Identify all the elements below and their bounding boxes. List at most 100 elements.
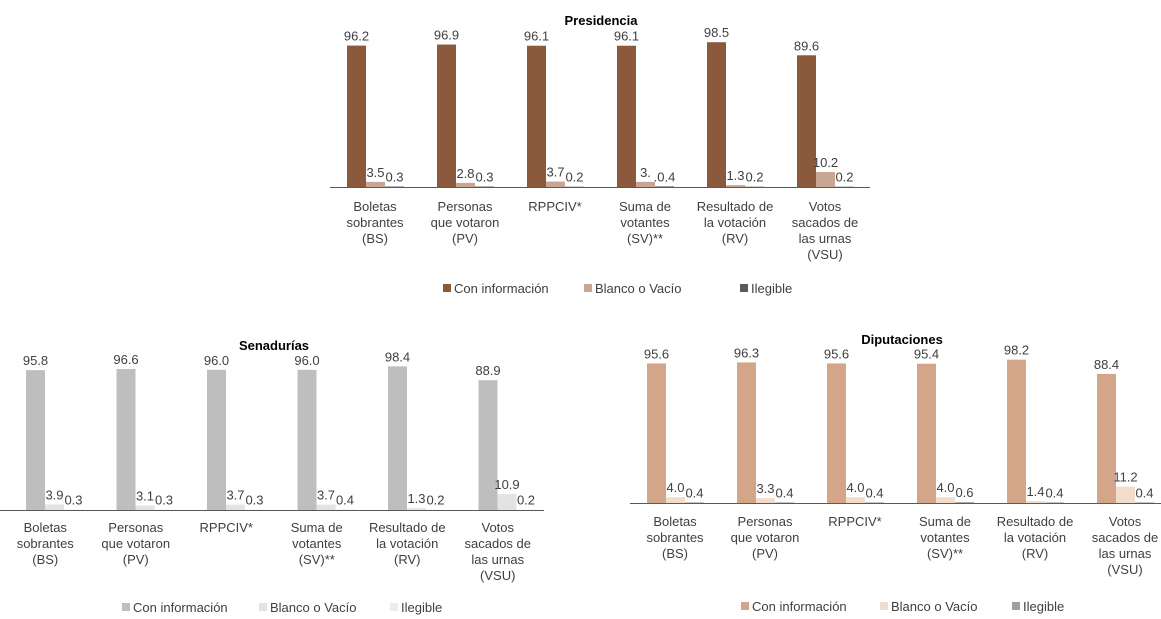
- diputaciones-category-label-4-line-3: (SV)**: [927, 546, 963, 561]
- presidencia-data-label-blanco-o-vacio-5: 1.3: [726, 168, 744, 183]
- presidencia-bar-con-informacion-2: [437, 44, 456, 187]
- diputaciones-category-label-2-line-3: (PV): [752, 546, 778, 561]
- diputaciones-data-label-con-informacion-4: 95.4: [914, 347, 939, 362]
- diputaciones-category-label-4-line-1: Suma de: [919, 514, 971, 529]
- diputaciones-bar-blanco-o-vacio-1: [666, 497, 685, 503]
- diputaciones-data-label-ilegible-3: 0.4: [865, 485, 883, 500]
- senadurias-category-label-2-line-1: Personas: [108, 520, 163, 535]
- senadurias-legend-label-blanco-o-vacio: Blanco o Vacío: [270, 600, 356, 615]
- diputaciones-bar-blanco-o-vacio-5: [1026, 500, 1045, 503]
- diputaciones-data-label-ilegible-5: 0.4: [1045, 485, 1063, 500]
- presidencia-category-label-5: Resultado de la votación (RV): [697, 199, 774, 246]
- senadurias-data-label-con-informacion-5: 98.4: [385, 349, 410, 364]
- senadurias-legend-label-con-informacion: Con información: [133, 600, 228, 615]
- presidencia-category-label-1-line-3: (BS): [362, 231, 388, 246]
- diputaciones-data-label-blanco-o-vacio-4: 4.0: [936, 480, 954, 495]
- senadurias-bar-con-informacion-1: [26, 370, 45, 510]
- presidencia-category-label-6-line-3: las urnas: [799, 231, 852, 246]
- senadurias-data-label-blanco-o-vacio-6: 10.9: [494, 477, 519, 492]
- presidencia-data-label-con-informacion-3: 96.1: [524, 29, 549, 44]
- diputaciones-data-label-con-informacion-2: 96.3: [734, 345, 759, 360]
- senadurias-bar-blanco-o-vacio-6: [497, 494, 517, 510]
- senadurias-data-label-ilegible-1: 0.3: [64, 493, 82, 508]
- presidencia-data-label-ilegible-3: 0.2: [565, 170, 583, 185]
- senadurias-data-label-blanco-o-vacio-5: 1.3: [407, 491, 425, 506]
- diputaciones-category-label-5-line-1: Resultado de: [997, 514, 1074, 529]
- presidencia-data-label-blanco-o-vacio-1: 3.5: [366, 165, 384, 180]
- diputaciones-data-label-ilegible-1: 0.4: [685, 485, 703, 500]
- diputaciones-category-label-4: Suma de votantes (SV)**: [919, 514, 971, 561]
- senadurias-data-label-con-informacion-2: 96.6: [113, 352, 138, 367]
- diputaciones-bar-con-informacion-1: [647, 363, 666, 503]
- senadurias-data-label-ilegible-6: 0.2: [517, 493, 535, 508]
- presidencia-category-label-1: Boletas sobrantes (BS): [346, 199, 404, 246]
- presidencia-legend-swatch-ilegible: [740, 284, 748, 292]
- diputaciones-bar-ilegible-5: [1045, 502, 1064, 503]
- senadurias-data-label-con-informacion-4: 96.0: [294, 353, 319, 368]
- presidencia-category-label-6-line-2: sacados de: [792, 215, 859, 230]
- presidencia-bar-con-informacion-1: [347, 45, 366, 187]
- presidencia-category-label-4-line-2: votantes: [620, 215, 670, 230]
- presidencia-bar-con-informacion-6: [797, 55, 816, 188]
- senadurias-bar-con-informacion-3: [207, 369, 226, 510]
- presidencia-data-label-blanco-o-vacio-2: 2.8: [456, 166, 474, 181]
- senadurias-bar-con-informacion-6: [478, 380, 498, 510]
- senadurias-data-label-blanco-o-vacio-2: 3.1: [136, 488, 154, 503]
- presidencia-bar-blanco-o-vacio-2: [456, 182, 475, 187]
- diputaciones-category-label-6-line-4: (VSU): [1107, 562, 1142, 577]
- presidencia-data-label-blanco-o-vacio-6: 10.2: [813, 155, 838, 170]
- senadurias-category-label-3: RPPCIV*: [200, 520, 253, 535]
- diputaciones-category-label-2: Personas que votaron (PV): [731, 514, 800, 561]
- senadurias-data-label-con-informacion-1: 95.8: [23, 353, 48, 368]
- senadurias-category-label-2-line-2: que votaron: [101, 536, 170, 551]
- senadurias-data-label-ilegible-3: 0.3: [245, 493, 263, 508]
- diputaciones-category-label-5-line-2: la votación: [1004, 530, 1066, 545]
- senadurias-category-label-6-line-2: sacados de: [465, 536, 532, 551]
- diputaciones-bar-con-informacion-3: [827, 363, 846, 503]
- presidencia-category-label-6-line-4: (VSU): [807, 247, 842, 262]
- senadurias-category-label-1-line-1: Boletas: [24, 520, 68, 535]
- senadurias-category-label-2: Personas que votaron (PV): [101, 520, 170, 567]
- presidencia-category-label-1-line-2: sobrantes: [346, 215, 404, 230]
- presidencia-data-label-ilegible-1: 0.3: [385, 170, 403, 185]
- senadurias-category-label-6-line-3: las urnas: [471, 552, 524, 567]
- presidencia-data-label-con-informacion-5: 98.5: [704, 25, 729, 40]
- presidencia-category-label-2-line-1: Personas: [438, 199, 493, 214]
- presidencia-category-label-1-line-1: Boletas: [353, 199, 397, 214]
- diputaciones-category-label-3-line-1: RPPCIV*: [828, 514, 881, 529]
- diputaciones-legend-label-con-informacion: Con información: [752, 599, 847, 614]
- senadurias-legend-label-ilegible: Ilegible: [401, 600, 442, 615]
- diputaciones-data-label-blanco-o-vacio-3: 4.0: [846, 480, 864, 495]
- presidencia-data-label-ilegible-4: .0.4: [654, 169, 676, 184]
- diputaciones-category-label-6-line-2: sacados de: [1092, 530, 1159, 545]
- senadurias-bar-con-informacion-2: [116, 368, 136, 510]
- presidencia-legend-swatch-blanco-o-vacio: [584, 284, 592, 292]
- diputaciones-legend-swatch-ilegible: [1012, 602, 1020, 610]
- senadurias-category-label-4-line-1: Suma de: [291, 520, 343, 535]
- presidencia-bar-con-informacion-4: [617, 45, 636, 187]
- senadurias-bar-blanco-o-vacio-1: [45, 504, 64, 510]
- diputaciones-category-label-1-line-1: Boletas: [653, 514, 697, 529]
- diputaciones-bar-con-informacion-5: [1007, 359, 1026, 503]
- senadurias-category-label-1-line-2: sobrantes: [17, 536, 75, 551]
- diputaciones-data-label-con-informacion-5: 98.2: [1004, 343, 1029, 358]
- diputaciones-chart-title: Diputaciones: [861, 332, 943, 347]
- diputaciones-bar-blanco-o-vacio-3: [846, 497, 865, 503]
- diputaciones-data-label-ilegible-4: 0.6: [955, 485, 973, 500]
- senadurias-bar-blanco-o-vacio-2: [135, 505, 155, 510]
- senadurias-legend-swatch-blanco-o-vacio: [259, 603, 267, 611]
- senadurias-category-label-5-line-2: la votación: [376, 536, 438, 551]
- diputaciones-bar-ilegible-2: [775, 502, 794, 503]
- presidencia-category-label-2: Personas que votaron (PV): [431, 199, 500, 246]
- diputaciones-bar-con-informacion-2: [737, 362, 756, 503]
- presidencia-data-label-con-informacion-6: 89.6: [794, 38, 819, 53]
- presidencia-data-label-ilegible-6: 0.2: [835, 170, 853, 185]
- diputaciones-bar-con-informacion-6: [1097, 373, 1116, 503]
- presidencia-legend-label-blanco-o-vacio: Blanco o Vacío: [595, 281, 681, 296]
- diputaciones-legend-swatch-blanco-o-vacio: [880, 602, 888, 610]
- diputaciones-data-label-ilegible-2: 0.4: [775, 485, 793, 500]
- diputaciones-category-label-1: Boletas sobrantes (BS): [646, 514, 704, 561]
- presidencia-bar-blanco-o-vacio-6: [816, 172, 835, 187]
- presidencia-category-label-2-line-2: que votaron: [431, 215, 500, 230]
- senadurias-category-label-5-line-3: (RV): [394, 552, 420, 567]
